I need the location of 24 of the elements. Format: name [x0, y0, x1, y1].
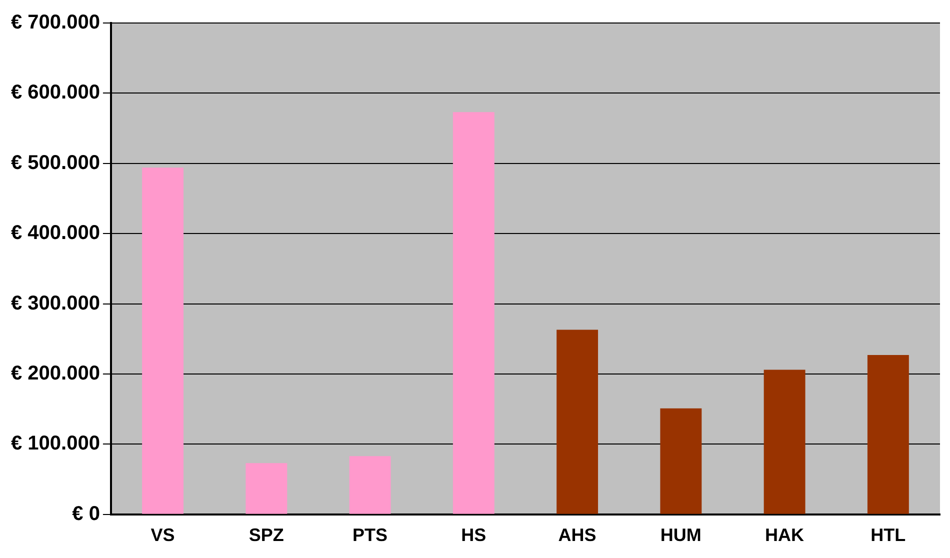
- y-tick-label: € 100.000: [10, 432, 100, 455]
- bar: [867, 355, 909, 514]
- y-tick-label: € 0: [72, 502, 100, 525]
- x-tick-label: HUM: [660, 525, 702, 546]
- x-tick-label: HTL: [870, 525, 906, 546]
- x-tick-label: SPZ: [248, 525, 284, 546]
- bar: [142, 168, 184, 514]
- y-tick-label: € 500.000: [10, 152, 100, 174]
- bar: [349, 456, 391, 514]
- x-tick-label: AHS: [558, 525, 596, 546]
- bar: [764, 370, 806, 514]
- x-tick-label: HS: [461, 525, 486, 546]
- y-tick-label: € 400.000: [10, 222, 100, 244]
- bar: [246, 463, 288, 514]
- bar: [556, 330, 598, 514]
- bar: [452, 112, 494, 514]
- y-tick-label: € 700.000: [10, 12, 100, 34]
- y-tick-label: € 200.000: [10, 362, 100, 385]
- x-tick-label: VS: [150, 525, 175, 546]
- bar: [660, 408, 702, 514]
- y-tick-label: € 300.000: [10, 292, 100, 314]
- x-tick-label: PTS: [352, 525, 388, 546]
- x-tick-label: HAK: [765, 525, 804, 546]
- y-tick-label: € 600.000: [10, 82, 100, 104]
